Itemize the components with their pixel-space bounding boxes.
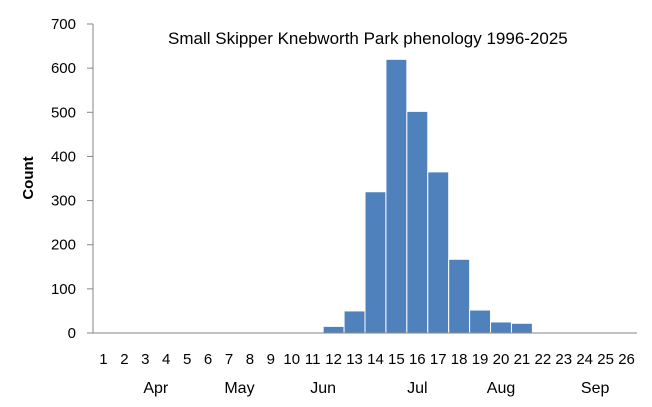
bar bbox=[448, 258, 471, 334]
x-tick-label: 2 bbox=[120, 351, 128, 368]
bar bbox=[385, 58, 408, 334]
x-tick-label: 15 bbox=[388, 351, 405, 368]
chart-title: Small Skipper Knebworth Park phenology 1… bbox=[168, 29, 568, 48]
month-label: May bbox=[224, 380, 254, 397]
month-label: Aug bbox=[487, 380, 515, 397]
x-tick-label: 20 bbox=[493, 351, 510, 368]
y-tick-label: 600 bbox=[51, 60, 76, 77]
x-axis-week-labels: 1 2 3 4 5 6 7 8 9 10 11 12 13 14 15 16 17 18 19 20 21 22 23 24 2… bbox=[99, 351, 635, 368]
x-tick-label: 1 bbox=[99, 351, 107, 368]
x-tick-label: 6 bbox=[204, 351, 212, 368]
x-tick-label: 14 bbox=[367, 351, 384, 368]
month-label: Sep bbox=[581, 380, 610, 397]
y-tick-label: 200 bbox=[51, 237, 76, 254]
x-tick-label: 23 bbox=[555, 351, 572, 368]
axis-lines bbox=[92, 24, 637, 334]
x-tick-label: 4 bbox=[162, 351, 170, 368]
y-axis-label: Count bbox=[20, 156, 37, 199]
x-tick-label: 9 bbox=[267, 351, 275, 368]
bar bbox=[490, 321, 512, 334]
x-tick-label: 22 bbox=[535, 351, 552, 368]
x-tick-label: 24 bbox=[576, 351, 593, 368]
y-tick-label: 400 bbox=[51, 148, 76, 165]
y-tick-label: 700 bbox=[51, 16, 76, 33]
month-label: Jun bbox=[310, 380, 336, 397]
y-tick-label: 100 bbox=[51, 281, 76, 298]
x-tick-label: 16 bbox=[409, 351, 426, 368]
x-tick-label: 12 bbox=[325, 351, 342, 368]
x-tick-label: 21 bbox=[514, 351, 531, 368]
bar bbox=[510, 322, 533, 334]
x-tick-label: 11 bbox=[305, 351, 321, 368]
x-tick-label: 10 bbox=[283, 351, 300, 368]
bar bbox=[406, 110, 429, 334]
x-tick-label: 8 bbox=[246, 351, 254, 368]
bar bbox=[364, 191, 387, 334]
x-tick-label: 25 bbox=[597, 351, 614, 368]
bar bbox=[322, 325, 345, 334]
x-tick-label: 3 bbox=[141, 351, 149, 368]
x-tick-label: 13 bbox=[346, 351, 363, 368]
x-tick-label: 18 bbox=[451, 351, 468, 368]
x-tick-label: 26 bbox=[618, 351, 635, 368]
month-label: Jul bbox=[407, 380, 427, 397]
x-tick-label: 17 bbox=[430, 351, 447, 368]
y-tick-label: 0 bbox=[68, 325, 76, 342]
x-tick-label: 7 bbox=[225, 351, 233, 368]
x-tick-label: 19 bbox=[472, 351, 489, 368]
bar bbox=[427, 171, 450, 334]
bar bbox=[343, 310, 366, 334]
month-label: Apr bbox=[143, 380, 169, 397]
y-tick-label: 500 bbox=[51, 104, 76, 121]
x-axis-month-labels: Apr May Jun Jul Aug Sep bbox=[143, 380, 609, 397]
x-tick-label: 5 bbox=[183, 351, 191, 368]
y-tick-label: 300 bbox=[51, 193, 76, 210]
bar bbox=[469, 309, 492, 334]
y-axis: 0 100 200 300 400 500 600 700 bbox=[51, 16, 93, 342]
bar-series bbox=[322, 58, 533, 334]
